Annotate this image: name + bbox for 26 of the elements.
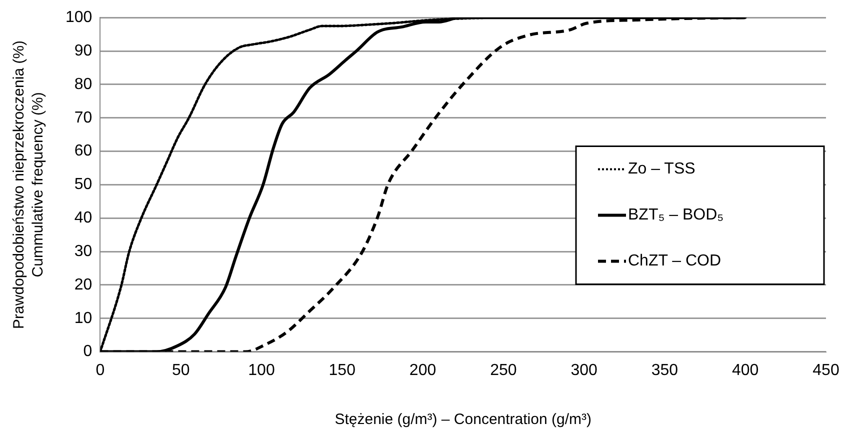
- y-tick-label: 20: [74, 276, 92, 294]
- y-tick-label: 60: [74, 142, 92, 160]
- legend-label: Zo – TSS: [628, 160, 696, 178]
- x-tick-label: 50: [172, 362, 190, 379]
- y-tick-label: 70: [74, 109, 92, 126]
- legend-label: ChZT – COD: [628, 252, 722, 270]
- y-axis-title: Prawdopodobieństwo nieprzekroczenia (%) Cummulative frequency (%): [10, 40, 46, 329]
- x-tick-label: 350: [651, 362, 678, 379]
- y-tick-label: 0: [83, 343, 92, 360]
- x-tick-label: 100: [248, 362, 275, 379]
- x-tick-label: 400: [732, 362, 759, 379]
- y-tick-label: 50: [74, 176, 92, 194]
- y-tick-label: 10: [74, 310, 92, 327]
- y-tick-label: 90: [74, 42, 92, 60]
- y-tick-label: 40: [74, 210, 92, 227]
- x-tick-label: 250: [490, 362, 517, 379]
- y-tick-label: 30: [74, 242, 92, 260]
- x-tick-label: 0: [96, 362, 105, 379]
- y-tick-label: 80: [74, 76, 92, 93]
- x-tick-label: 150: [328, 362, 356, 379]
- legend-label: BZT₅ – BOD₅: [628, 206, 724, 224]
- y-tick-label: 100: [65, 9, 92, 26]
- x-axis-title: Stężenie (g/m³) – Concentration (g/m³): [334, 411, 592, 428]
- x-tick-label: 300: [570, 362, 598, 379]
- x-tick-label: 450: [812, 362, 840, 379]
- x-tick-label: 200: [409, 362, 436, 379]
